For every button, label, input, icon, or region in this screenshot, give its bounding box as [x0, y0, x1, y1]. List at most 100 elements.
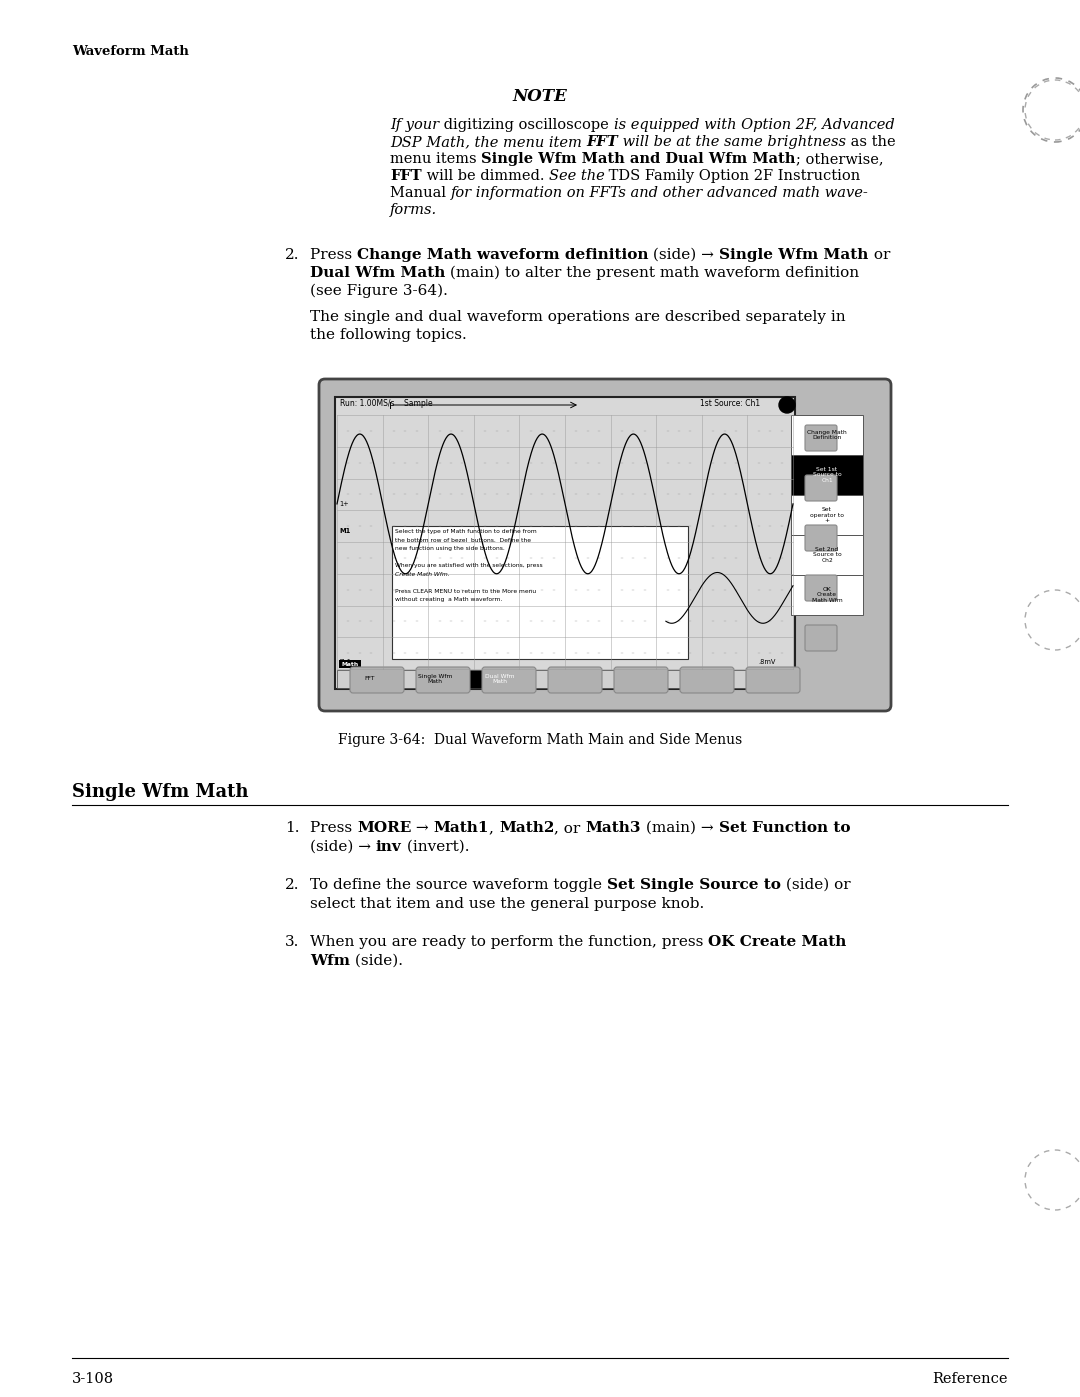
FancyBboxPatch shape: [805, 475, 837, 502]
Bar: [791, 576, 863, 615]
Text: When you are satisfied with the selections, press: When you are satisfied with the selectio…: [394, 563, 542, 569]
Text: Set Function to: Set Function to: [718, 821, 850, 835]
Text: Wfm: Wfm: [310, 954, 350, 968]
Text: .8mV: .8mV: [758, 659, 775, 665]
Text: (side) or: (side) or: [781, 877, 850, 893]
Text: Press: Press: [310, 249, 357, 263]
Bar: [663, 671, 728, 687]
FancyBboxPatch shape: [805, 525, 837, 550]
Bar: [468, 671, 532, 687]
Text: (main) →: (main) →: [642, 821, 718, 835]
Text: 1st Source: Ch1: 1st Source: Ch1: [700, 400, 760, 408]
FancyBboxPatch shape: [805, 425, 837, 451]
Text: Manual: Manual: [390, 186, 450, 200]
Text: If your: If your: [390, 117, 440, 131]
Text: 2.: 2.: [285, 877, 299, 893]
Bar: [392, 527, 688, 659]
Circle shape: [779, 397, 795, 414]
Text: Figure 3-64:  Dual Waveform Math Main and Side Menus: Figure 3-64: Dual Waveform Math Main and…: [338, 733, 742, 747]
Text: TDS Family Option 2F Instruction: TDS Family Option 2F Instruction: [605, 169, 861, 183]
Text: 1+: 1+: [339, 502, 349, 507]
Text: Math: Math: [341, 662, 359, 666]
FancyBboxPatch shape: [416, 666, 470, 693]
Text: select that item and use the general purpose knob.: select that item and use the general pur…: [310, 897, 704, 911]
Text: for information on FFTs and other advanced math wave-: for information on FFTs and other advanc…: [450, 186, 868, 200]
Text: (side) →: (side) →: [310, 840, 376, 854]
Text: Set
operator to
+: Set operator to +: [810, 507, 843, 524]
Bar: [339, 659, 361, 668]
FancyBboxPatch shape: [350, 666, 404, 693]
FancyBboxPatch shape: [805, 624, 837, 651]
Text: OK Create Math: OK Create Math: [708, 935, 847, 949]
Text: Single Wfm Math: Single Wfm Math: [72, 782, 248, 800]
Text: To define the source waveform toggle: To define the source waveform toggle: [310, 877, 607, 893]
Text: (see Figure 3-64).: (see Figure 3-64).: [310, 284, 448, 299]
Bar: [728, 671, 793, 687]
Text: forms.: forms.: [390, 203, 437, 217]
Bar: [532, 671, 597, 687]
Text: 3-108: 3-108: [72, 1372, 114, 1386]
Text: Set 1st
Source to
Ch1: Set 1st Source to Ch1: [812, 467, 841, 483]
Text: ,: ,: [489, 821, 499, 835]
Text: menu items: menu items: [390, 152, 482, 166]
Text: (main) to alter the present math waveform definition: (main) to alter the present math wavefor…: [445, 265, 860, 281]
Text: Change Math
Definition: Change Math Definition: [807, 430, 847, 440]
Text: ; otherwise,: ; otherwise,: [796, 152, 883, 166]
Text: See the: See the: [549, 169, 605, 183]
Text: Press CLEAR MENU to return to the More menu: Press CLEAR MENU to return to the More m…: [394, 588, 536, 594]
Text: 2.: 2.: [285, 249, 299, 263]
Text: 3.: 3.: [285, 935, 299, 949]
Text: Reference: Reference: [932, 1372, 1008, 1386]
FancyBboxPatch shape: [746, 666, 800, 693]
Text: Single Wfm
Math: Single Wfm Math: [418, 673, 451, 685]
Text: (side) →: (side) →: [648, 249, 719, 263]
Text: the bottom row of bezel  buttons.  Define the: the bottom row of bezel buttons. Define …: [394, 538, 530, 542]
Text: Single Wfm Math and Dual Wfm Math: Single Wfm Math and Dual Wfm Math: [482, 152, 796, 166]
Text: inv: inv: [376, 840, 402, 854]
Bar: [337, 671, 402, 687]
FancyBboxPatch shape: [548, 666, 602, 693]
Text: Select the type of Math function to define from: Select the type of Math function to defi…: [394, 529, 537, 534]
FancyBboxPatch shape: [482, 666, 536, 693]
Text: DSP Math, the menu item: DSP Math, the menu item: [390, 136, 586, 149]
Text: Change Math waveform definition: Change Math waveform definition: [357, 249, 648, 263]
FancyBboxPatch shape: [615, 666, 669, 693]
Text: Dual Wfm Math: Dual Wfm Math: [310, 265, 445, 279]
Text: 1.: 1.: [285, 821, 299, 835]
Text: Set Single Source to: Set Single Source to: [607, 877, 781, 893]
Text: is equipped with Option 2F, Advanced: is equipped with Option 2F, Advanced: [613, 117, 894, 131]
Text: (side).: (side).: [350, 954, 403, 968]
Bar: [791, 535, 863, 576]
Bar: [335, 397, 795, 689]
Text: Math3: Math3: [585, 821, 642, 835]
Text: Dual Wfm
Math: Dual Wfm Math: [485, 673, 514, 685]
Bar: [791, 455, 863, 495]
Text: will be dimmed.: will be dimmed.: [421, 169, 549, 183]
Text: When you are ready to perform the function, press: When you are ready to perform the functi…: [310, 935, 708, 949]
FancyBboxPatch shape: [680, 666, 734, 693]
Text: FFT: FFT: [364, 676, 375, 682]
Text: FFT: FFT: [586, 136, 618, 149]
FancyBboxPatch shape: [319, 379, 891, 711]
Text: Single Wfm Math: Single Wfm Math: [719, 249, 868, 263]
Text: will be at the same brightness: will be at the same brightness: [618, 136, 846, 149]
Bar: [791, 415, 863, 455]
Text: new function using the side buttons.: new function using the side buttons.: [394, 546, 504, 552]
Text: or: or: [868, 249, 890, 263]
Text: →: →: [411, 821, 434, 835]
Text: (invert).: (invert).: [402, 840, 469, 854]
Text: M1: M1: [339, 528, 350, 534]
Bar: [597, 671, 663, 687]
Text: NOTE: NOTE: [513, 88, 567, 105]
Text: digitizing oscilloscope: digitizing oscilloscope: [440, 117, 613, 131]
Bar: [791, 495, 863, 535]
Text: Math1: Math1: [434, 821, 489, 835]
Text: as the: as the: [846, 136, 895, 149]
Text: FFT: FFT: [390, 169, 421, 183]
Text: , or: , or: [554, 821, 585, 835]
Text: Create Math Wfm.: Create Math Wfm.: [394, 571, 449, 577]
Text: without creating  a Math waveform.: without creating a Math waveform.: [394, 597, 502, 602]
Bar: [402, 671, 468, 687]
Text: Press: Press: [310, 821, 357, 835]
Text: Math2: Math2: [499, 821, 554, 835]
